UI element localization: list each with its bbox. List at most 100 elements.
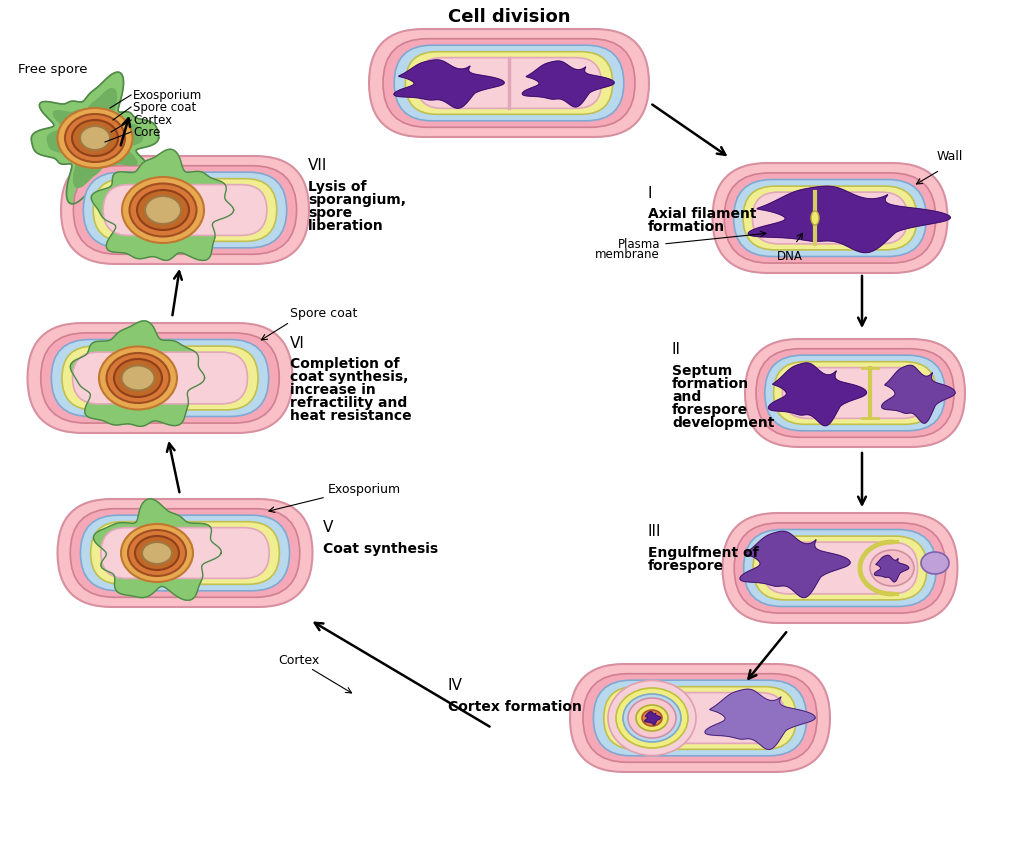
Polygon shape bbox=[705, 689, 815, 749]
FancyBboxPatch shape bbox=[762, 542, 917, 594]
Polygon shape bbox=[47, 88, 143, 187]
Text: Spore coat: Spore coat bbox=[290, 306, 358, 319]
Text: Cortex: Cortex bbox=[278, 654, 319, 667]
FancyBboxPatch shape bbox=[752, 192, 908, 244]
FancyBboxPatch shape bbox=[28, 323, 292, 433]
Ellipse shape bbox=[122, 177, 204, 243]
FancyBboxPatch shape bbox=[722, 513, 958, 623]
FancyBboxPatch shape bbox=[72, 352, 248, 404]
Text: I: I bbox=[648, 185, 652, 201]
FancyBboxPatch shape bbox=[744, 529, 936, 607]
Text: Engulfment of: Engulfment of bbox=[648, 546, 758, 560]
Text: Wall: Wall bbox=[936, 150, 963, 163]
Ellipse shape bbox=[145, 196, 181, 224]
Text: spore: spore bbox=[308, 206, 353, 220]
Ellipse shape bbox=[623, 694, 681, 742]
FancyBboxPatch shape bbox=[41, 333, 279, 423]
Polygon shape bbox=[32, 72, 159, 204]
Polygon shape bbox=[394, 60, 504, 108]
Text: V: V bbox=[323, 521, 333, 535]
Ellipse shape bbox=[811, 211, 819, 225]
FancyBboxPatch shape bbox=[383, 39, 635, 127]
FancyBboxPatch shape bbox=[62, 346, 258, 410]
FancyBboxPatch shape bbox=[73, 166, 297, 254]
Text: DNA: DNA bbox=[777, 250, 803, 263]
Text: Exosporium: Exosporium bbox=[133, 88, 202, 101]
Polygon shape bbox=[768, 363, 866, 426]
Text: increase in: increase in bbox=[290, 383, 376, 397]
Polygon shape bbox=[881, 366, 955, 423]
Text: and: and bbox=[672, 390, 701, 404]
Text: IV: IV bbox=[448, 679, 463, 693]
Ellipse shape bbox=[135, 536, 179, 570]
FancyBboxPatch shape bbox=[394, 45, 624, 121]
FancyBboxPatch shape bbox=[84, 172, 286, 248]
Ellipse shape bbox=[107, 353, 169, 403]
Ellipse shape bbox=[57, 108, 132, 168]
Ellipse shape bbox=[137, 190, 189, 230]
Polygon shape bbox=[94, 498, 221, 601]
Ellipse shape bbox=[129, 184, 197, 237]
FancyBboxPatch shape bbox=[94, 178, 277, 241]
Text: II: II bbox=[672, 342, 681, 358]
FancyBboxPatch shape bbox=[51, 340, 269, 416]
FancyBboxPatch shape bbox=[369, 29, 649, 137]
FancyBboxPatch shape bbox=[91, 522, 279, 584]
Ellipse shape bbox=[99, 347, 177, 409]
Text: Plasma: Plasma bbox=[618, 238, 660, 251]
FancyBboxPatch shape bbox=[765, 355, 946, 431]
FancyBboxPatch shape bbox=[743, 186, 917, 250]
FancyBboxPatch shape bbox=[57, 499, 313, 607]
FancyBboxPatch shape bbox=[61, 156, 309, 264]
FancyBboxPatch shape bbox=[734, 179, 926, 257]
Text: VII: VII bbox=[308, 159, 327, 173]
Text: Completion of: Completion of bbox=[290, 357, 399, 371]
Text: Cell division: Cell division bbox=[447, 8, 571, 26]
FancyBboxPatch shape bbox=[101, 528, 269, 578]
FancyBboxPatch shape bbox=[570, 664, 830, 772]
FancyBboxPatch shape bbox=[593, 680, 807, 756]
Text: formation: formation bbox=[672, 377, 749, 391]
Text: Core: Core bbox=[133, 125, 160, 138]
Ellipse shape bbox=[121, 366, 155, 390]
FancyBboxPatch shape bbox=[604, 686, 796, 749]
Polygon shape bbox=[874, 555, 909, 582]
FancyBboxPatch shape bbox=[753, 536, 927, 600]
Ellipse shape bbox=[608, 680, 696, 756]
Text: membrane: membrane bbox=[595, 247, 660, 261]
FancyBboxPatch shape bbox=[70, 509, 300, 597]
Ellipse shape bbox=[65, 114, 125, 162]
Polygon shape bbox=[92, 149, 233, 261]
Ellipse shape bbox=[921, 552, 949, 574]
FancyBboxPatch shape bbox=[417, 57, 601, 108]
Text: Lysis of: Lysis of bbox=[308, 180, 367, 194]
Ellipse shape bbox=[642, 710, 662, 726]
Ellipse shape bbox=[114, 359, 162, 397]
FancyBboxPatch shape bbox=[81, 515, 289, 591]
FancyBboxPatch shape bbox=[725, 173, 935, 263]
FancyBboxPatch shape bbox=[583, 674, 817, 762]
Ellipse shape bbox=[636, 705, 668, 731]
Text: Cortex: Cortex bbox=[133, 113, 172, 126]
Text: refractility and: refractility and bbox=[290, 396, 408, 410]
Polygon shape bbox=[740, 531, 850, 598]
Text: Free spore: Free spore bbox=[18, 63, 88, 76]
Text: liberation: liberation bbox=[308, 219, 384, 233]
Ellipse shape bbox=[628, 698, 676, 738]
FancyBboxPatch shape bbox=[712, 163, 948, 273]
Polygon shape bbox=[70, 321, 205, 426]
FancyBboxPatch shape bbox=[406, 51, 612, 114]
FancyBboxPatch shape bbox=[773, 362, 936, 425]
Ellipse shape bbox=[128, 530, 186, 576]
Text: coat synthesis,: coat synthesis, bbox=[290, 370, 409, 384]
Ellipse shape bbox=[72, 120, 118, 156]
Text: forespore: forespore bbox=[648, 559, 725, 573]
Text: development: development bbox=[672, 416, 774, 430]
Text: Coat synthesis: Coat synthesis bbox=[323, 542, 438, 556]
FancyBboxPatch shape bbox=[614, 692, 786, 743]
Text: III: III bbox=[648, 524, 661, 540]
Text: Septum: Septum bbox=[672, 364, 733, 378]
FancyBboxPatch shape bbox=[745, 339, 965, 447]
Ellipse shape bbox=[81, 126, 110, 150]
FancyBboxPatch shape bbox=[756, 348, 954, 438]
